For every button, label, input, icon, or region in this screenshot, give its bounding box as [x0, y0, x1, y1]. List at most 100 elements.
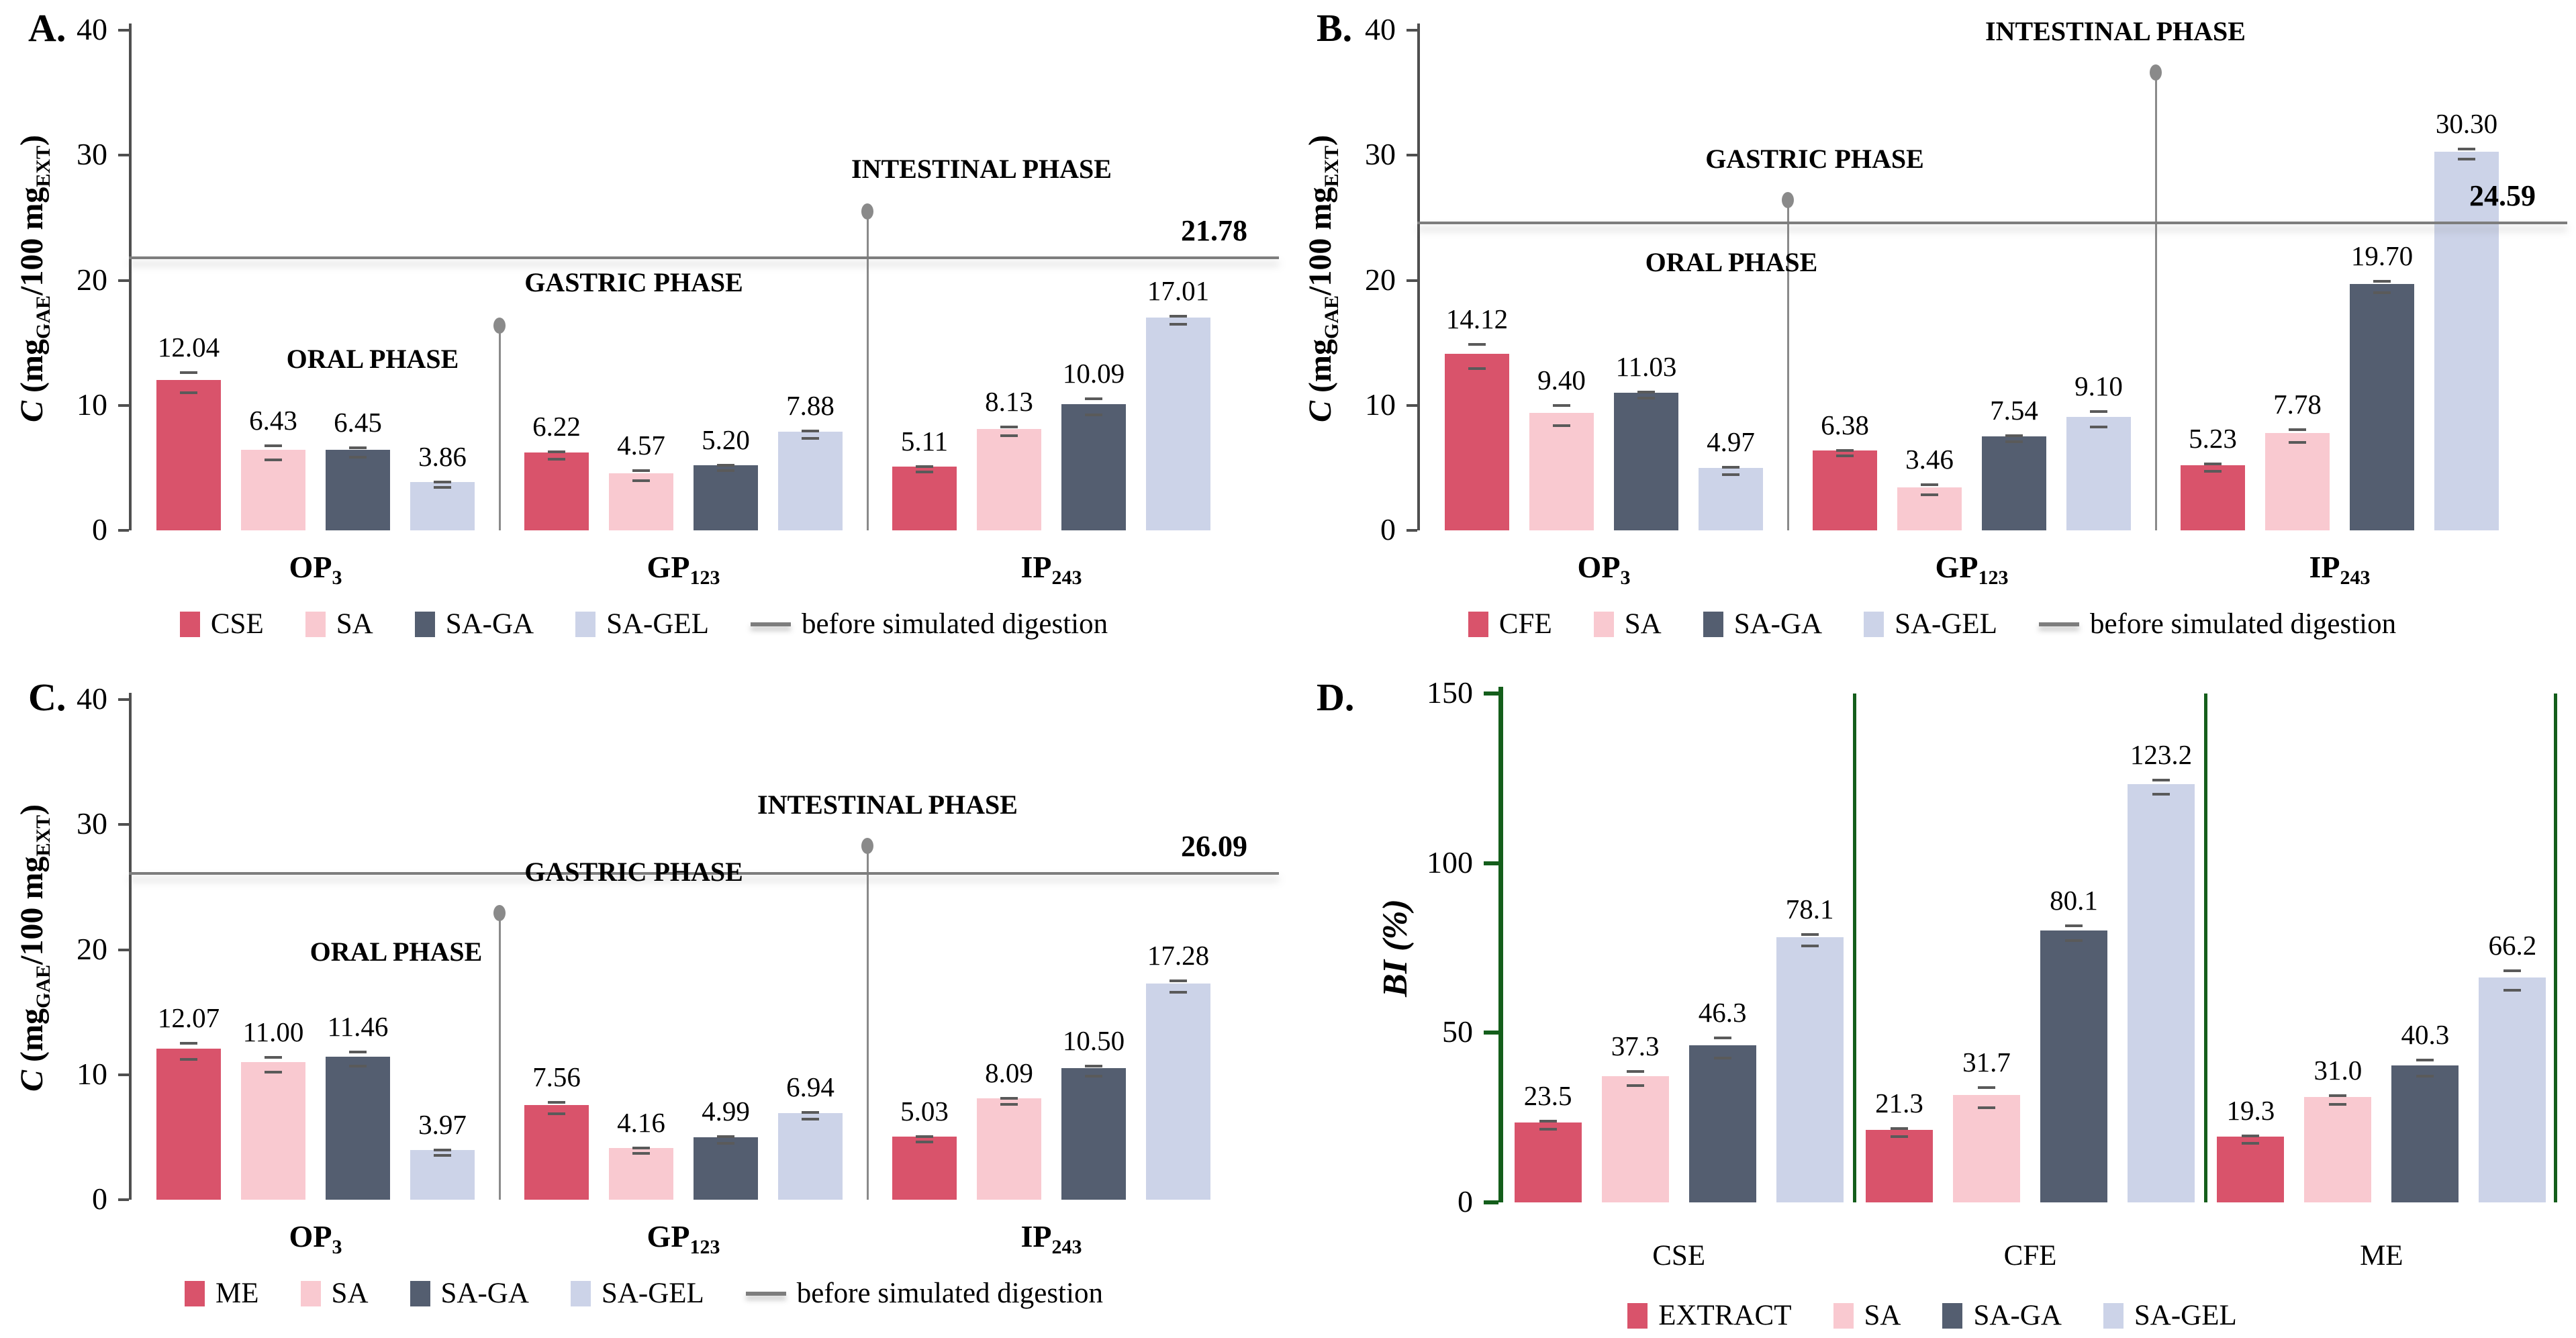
legend-item-sa: SA — [1833, 1299, 1901, 1332]
bar-value-label: 11.46 — [327, 1011, 389, 1043]
legend-line-swatch — [745, 1291, 786, 1296]
error-bar — [1713, 1036, 1731, 1060]
legend-item-cfe: CFE — [1468, 608, 1552, 640]
y-tick-label: 40 — [1365, 12, 1396, 46]
bar-sa-1 — [1953, 1094, 2020, 1202]
reference-line-value-label: 26.09 — [1181, 830, 1247, 863]
gastric-phase-marker-dot — [493, 317, 506, 334]
before-digestion-reference-line — [1417, 222, 2567, 224]
legend-label: SA-GEL — [2134, 1300, 2237, 1331]
panel-letter: B. — [1317, 6, 1353, 50]
before-digestion-reference-line — [129, 256, 1279, 260]
legend-swatch-sa-gel — [2103, 1302, 2124, 1329]
bar-sa-ga-0 — [1614, 392, 1678, 530]
bar-value-label: 6.94 — [786, 1071, 834, 1102]
intestinal-phase-label: INTESTINAL PHASE — [757, 789, 1018, 820]
bar-value-label: 123.2 — [2130, 739, 2193, 771]
y-tick-label: 30 — [77, 137, 107, 172]
legend-swatch-sa-gel — [575, 611, 596, 637]
bar-value-label: 12.07 — [157, 1002, 220, 1033]
error-bar — [2204, 463, 2222, 473]
before-digestion-reference-line — [129, 872, 1279, 875]
bar-value-label: 3.46 — [1905, 444, 1954, 475]
category-label-op: OP3 — [289, 550, 342, 589]
legend-swatch-sa-ga — [1942, 1302, 1963, 1329]
bar-cse-2 — [892, 466, 957, 530]
bar-value-label: 80.1 — [2050, 885, 2098, 916]
group-separator-line — [498, 325, 501, 530]
legend-item-sa-ga: SA-GA — [1942, 1299, 2062, 1332]
category-label-me: ME — [2360, 1240, 2403, 1272]
legend-swatch-sa — [1593, 611, 1614, 637]
legend-swatch-cfe — [1468, 611, 1488, 637]
legend-label: before simulated digestion — [2089, 608, 2397, 640]
gastric-phase-label: GASTRIC PHASE — [524, 267, 743, 298]
bar-value-label: 66.2 — [2488, 930, 2537, 961]
bar-sa-ga-2 — [1061, 1068, 1126, 1200]
group-separator-line — [1852, 694, 1856, 1202]
bar-value-label: 8.13 — [985, 386, 1033, 418]
bar-value-label: 31.7 — [1962, 1046, 2011, 1078]
legend-label: SA-GA — [1733, 608, 1823, 640]
bar-value-label: 19.70 — [2350, 240, 2414, 271]
group-separator-line — [866, 845, 869, 1200]
bar-sa-ga-2 — [1061, 404, 1126, 530]
legend-item-sa-gel: SA-GEL — [570, 1277, 704, 1310]
panel-letter: D. — [1317, 675, 1355, 719]
chart-panel-b: B. C (mgGAE/100 mgEXT) 0 10 20 30 40 14.12 9.40 1… — [1288, 0, 2576, 669]
error-bar — [1085, 1064, 1102, 1078]
legend-item-extract: EXTRACT — [1627, 1299, 1792, 1332]
legend-label: CFE — [1498, 608, 1552, 640]
legend-label: EXTRACT — [1658, 1300, 1792, 1331]
bar-sa-0 — [1601, 1076, 1669, 1202]
y-tick-label: 0 — [92, 1182, 107, 1216]
bar-value-label: 11.03 — [1615, 350, 1677, 382]
category-label-op: OP3 — [289, 1219, 342, 1259]
error-bar — [180, 371, 197, 394]
y-tick-mark — [118, 698, 129, 701]
oral-phase-label: ORAL PHASE — [286, 343, 459, 374]
y-tick-label: 0 — [1458, 1184, 1473, 1218]
legend-swatch-sa-ga — [1703, 611, 1723, 637]
bar-sa-gel-1 — [778, 1112, 843, 1200]
y-tick-mark — [1406, 403, 1417, 407]
bar-extract-2 — [2217, 1137, 2285, 1202]
bar-value-label: 3.86 — [418, 441, 467, 473]
bar-value-label: 40.3 — [2401, 1019, 2450, 1051]
legend: ME SA SA-GA SA-GEL before simulated digestio… — [0, 1277, 1288, 1310]
legend-item-before-digestion: before simulated digestion — [750, 608, 1108, 640]
bar-cse-1 — [524, 452, 589, 530]
plot-right-border-line — [2554, 694, 2557, 1202]
bar-value-label: 19.3 — [2226, 1095, 2275, 1127]
y-tick-label: 10 — [1365, 387, 1396, 422]
bar-value-label: 17.01 — [1147, 275, 1210, 307]
error-bar — [632, 1146, 650, 1155]
bar-sa-2 — [2265, 433, 2330, 530]
bar-value-label: 6.38 — [1821, 409, 1869, 440]
bar-sa-ga-0 — [1688, 1045, 1756, 1202]
error-bar — [548, 450, 565, 461]
bar-sa-gel-0 — [1699, 468, 1763, 530]
legend-item-sa-gel: SA-GEL — [2103, 1299, 2237, 1332]
legend-item-sa: SA — [305, 608, 373, 640]
legend-item-sa: SA — [1593, 608, 1662, 640]
error-bar — [2242, 1135, 2260, 1145]
legend-label: SA — [331, 1278, 369, 1309]
bar-sa-2 — [977, 428, 1041, 530]
y-tick-label: 10 — [77, 387, 107, 422]
bar-value-label: 5.03 — [900, 1096, 949, 1127]
legend-swatch-sa-ga — [410, 1280, 430, 1306]
bar-sa-ga-2 — [2391, 1065, 2459, 1202]
error-bar — [349, 446, 367, 459]
error-bar — [1978, 1086, 1995, 1109]
bar-value-label: 46.3 — [1698, 996, 1747, 1028]
y-tick-label: 40 — [77, 681, 107, 716]
legend-label: SA-GEL — [1895, 608, 1997, 640]
error-bar — [2090, 410, 2107, 428]
legend-line-swatch — [750, 622, 791, 626]
bar-value-label: 3.97 — [418, 1108, 467, 1140]
chart-panel-d: D. BI (%) 0 50 100 150 23.5 37.3 46.3 78.1 CSE 21.3… — [1288, 669, 2576, 1338]
error-bar — [1170, 979, 1187, 994]
error-bar — [434, 1148, 451, 1157]
error-bar — [548, 1100, 565, 1115]
